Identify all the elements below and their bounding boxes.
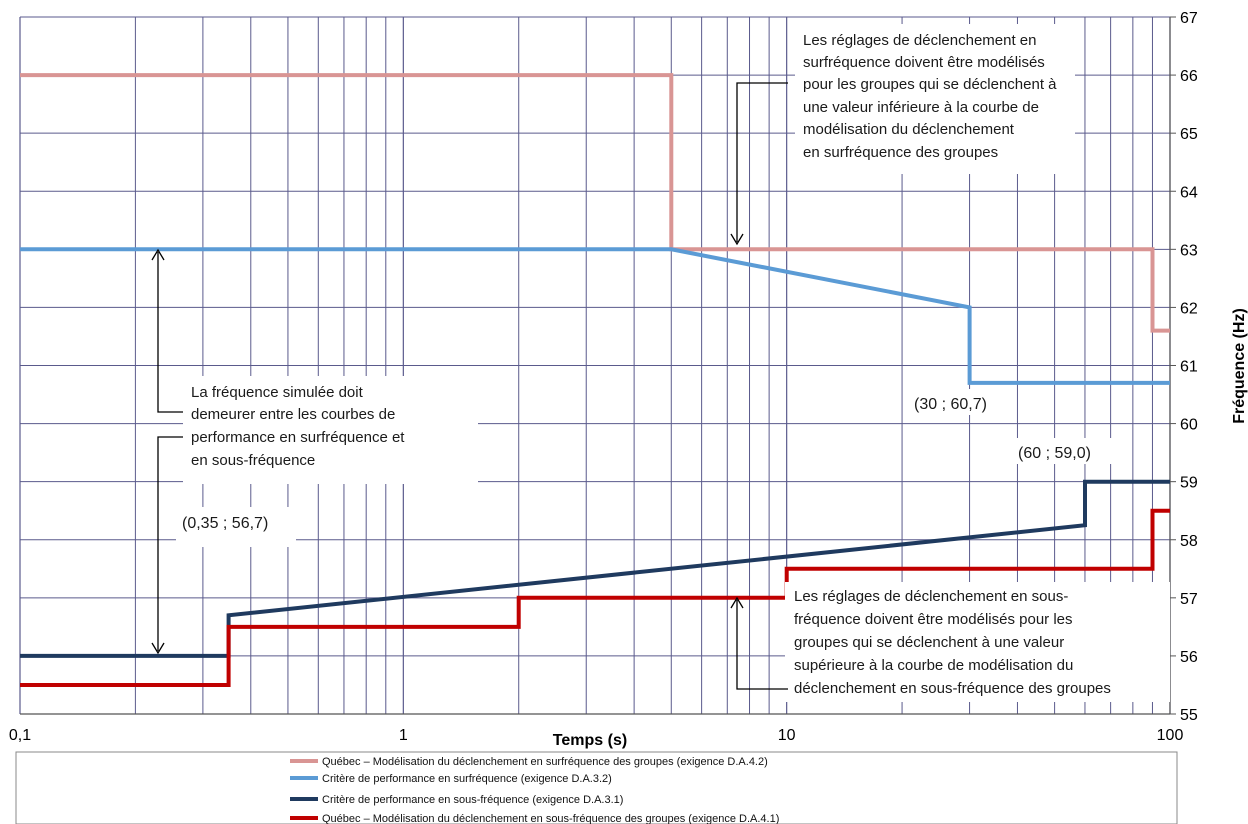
annotation-line: Les réglages de déclenchement en: [803, 32, 1037, 49]
point-label-60: (60 ; 59,0): [1012, 438, 1112, 464]
y-tick-label: 57: [1180, 591, 1198, 608]
y-tick-label: 66: [1180, 68, 1198, 85]
annotation-line: en sous-fréquence: [191, 452, 315, 469]
x-tick-label: 1: [399, 727, 408, 744]
annotation-line: supérieure à la courbe de modélisation d…: [794, 657, 1073, 674]
y-tick-label: 62: [1180, 300, 1198, 317]
y-tick-label: 55: [1180, 707, 1198, 724]
x-axis-title: Temps (s): [553, 732, 627, 749]
annotation-line: surfréquence doivent être modélisés: [803, 54, 1045, 71]
annotation-line: Les réglages de déclenchement en sous-: [794, 588, 1068, 605]
annotation-line: groupes qui se déclenchent à une valeur: [794, 634, 1064, 651]
annotation-underfrequency: Les réglages de déclenchement en sous- f…: [785, 582, 1170, 702]
series-line-2: [20, 479, 1170, 658]
x-tick-label: 100: [1157, 727, 1184, 744]
annotation-line: demeurer entre les courbes de: [191, 406, 395, 423]
legend: Québec – Modélisation du déclenchement e…: [15, 751, 1178, 824]
annotation-line: La fréquence simulée doit: [191, 384, 364, 401]
y-tick-label: 64: [1180, 184, 1198, 201]
tick-labels: 55 56 57 58 59 60 61 62 63 64 65 66 67 0,1 1 10 100: [9, 10, 1198, 744]
y-tick-label: 59: [1180, 475, 1198, 492]
y-tick-label: 65: [1180, 126, 1198, 143]
legend-label: Québec – Modélisation du déclenchement e…: [322, 756, 768, 768]
legend-label: Québec – Modélisation du déclenchement e…: [322, 813, 779, 824]
bracket-arrow-upper-left: [157, 252, 183, 413]
x-tick-label: 10: [778, 727, 796, 744]
annotation-overfrequency: Les réglages de déclenchement en surfréq…: [795, 24, 1075, 174]
annotation-line: déclenchement en sous-fréquence des grou…: [794, 680, 1111, 697]
legend-label: Critère de performance en surfréquence (…: [322, 773, 612, 785]
x-tick-label: 0,1: [9, 727, 31, 744]
annotation-line: pour les groupes qui se déclenchent à: [803, 76, 1057, 93]
annotation-line: une valeur inférieure à la courbe de: [803, 99, 1039, 116]
y-tick-label: 60: [1180, 417, 1198, 434]
annotation-arrows: [151, 82, 788, 690]
annotation-line: fréquence doivent être modélisés pour le…: [794, 611, 1073, 628]
arrow-head-bottom: [730, 596, 744, 609]
annotation-line: performance en surfréquence et: [191, 429, 405, 446]
y-tick-label: 67: [1180, 10, 1198, 27]
annotation-simulated-frequency: La fréquence simulée doit demeurer entre…: [183, 376, 478, 484]
series-group: [20, 73, 1170, 687]
arrow-head-lower-left: [151, 642, 165, 655]
legend-label: Critère de performance en sous-fréquence…: [322, 794, 623, 806]
y-tick-label: 56: [1180, 649, 1198, 666]
annotation-line: modélisation du déclenchement: [803, 121, 1015, 138]
bracket-arrow-lower-left: [157, 436, 183, 651]
y-axis-title: Fréquence (Hz): [1231, 308, 1248, 424]
series-line-3: [20, 508, 1170, 687]
series-line-0: [20, 73, 1170, 333]
point-label-text: (60 ; 59,0): [1018, 445, 1091, 462]
y-tick-label: 58: [1180, 533, 1198, 550]
annotation-line: en surfréquence des groupes: [803, 144, 998, 161]
point-label-text: (30 ; 60,7): [914, 396, 987, 413]
arrow-head-upper-left: [151, 248, 165, 261]
y-tick-label: 61: [1180, 359, 1198, 376]
y-tick-label: 63: [1180, 242, 1198, 259]
bracket-arrow-top: [736, 82, 788, 242]
point-label-30: (30 ; 60,7): [908, 389, 1012, 415]
bracket-arrow-bottom: [736, 600, 788, 690]
arrow-head-top: [730, 233, 744, 246]
point-label-text: (0,35 ; 56,7): [182, 515, 268, 532]
series-line-1: [20, 247, 1170, 385]
point-label-035: (0,35 ; 56,7): [176, 507, 296, 547]
